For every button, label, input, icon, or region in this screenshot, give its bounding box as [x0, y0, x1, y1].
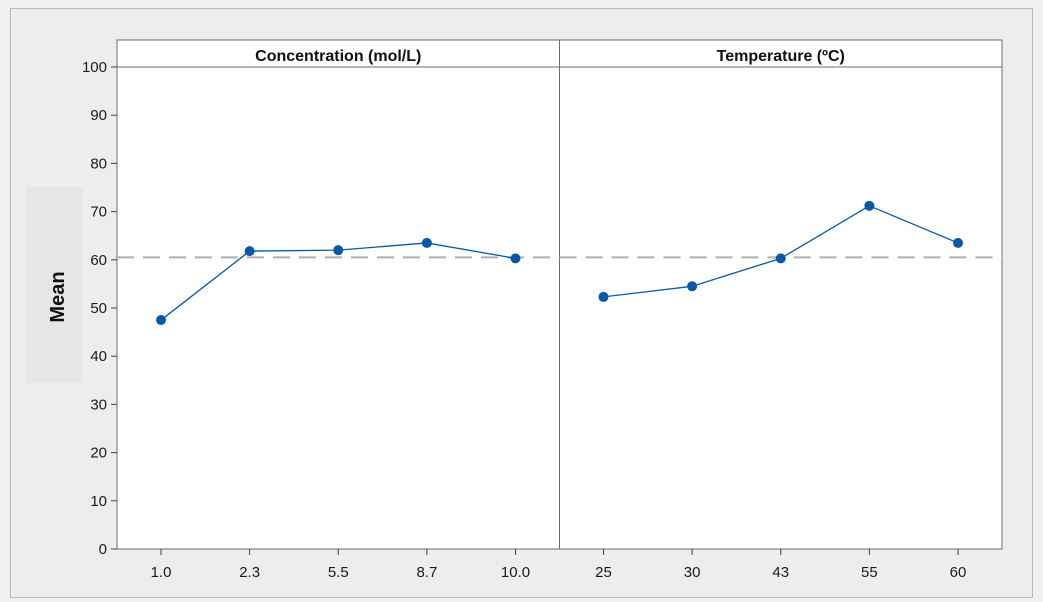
- y-tick-label: 10: [90, 493, 107, 510]
- y-tick-label: 50: [90, 300, 107, 317]
- y-tick-label: 80: [90, 155, 107, 172]
- x-tick-label: 55: [861, 564, 878, 581]
- y-tick-label: 100: [82, 59, 107, 76]
- y-axis-label: Mean: [47, 271, 69, 322]
- x-tick-label: 60: [950, 564, 967, 581]
- x-tick-label: 5.5: [328, 564, 349, 581]
- y-tick-label: 30: [90, 396, 107, 413]
- data-point: [244, 246, 255, 257]
- data-point: [156, 315, 166, 326]
- y-axis: 0 10 20 30 40 50 60 70 80 90 100: [82, 59, 117, 558]
- x-tick-label: 43: [772, 564, 789, 581]
- x-tick-label: 1.0: [151, 564, 172, 581]
- x-tick-label: 25: [595, 564, 612, 581]
- data-point: [687, 281, 698, 292]
- panel-1: Temperature (ºC) 25 30 43 55 60: [559, 40, 1002, 581]
- y-tick-label: 60: [90, 252, 107, 269]
- x-tick-label: 10.0: [501, 564, 530, 581]
- data-point: [864, 200, 875, 211]
- data-point: [510, 253, 521, 264]
- main-effects-chart: Mean Concentration (mol/L) 1.0 2.3 5.5 8.7 10…: [26, 39, 1003, 581]
- x-tick-label: 8.7: [416, 564, 437, 581]
- y-tick-label: 70: [90, 204, 107, 221]
- y-tick-label: 0: [99, 541, 107, 558]
- panel-title: Concentration (mol/L): [255, 48, 421, 65]
- y-tick-label: 20: [90, 445, 107, 462]
- panels-group: Concentration (mol/L) 1.0 2.3 5.5 8.7 10.0 Tem…: [117, 40, 1002, 581]
- x-tick-label: 30: [684, 564, 701, 581]
- data-point: [953, 237, 963, 248]
- ylabel-background: [26, 187, 83, 383]
- chart-frame: Mean Concentration (mol/L) 1.0 2.3 5.5 8.7 10…: [10, 8, 1033, 598]
- data-point: [421, 237, 432, 248]
- data-point: [598, 291, 609, 302]
- panel-title: Temperature (ºC): [717, 48, 845, 65]
- y-tick-label: 40: [90, 348, 107, 365]
- y-tick-label: 90: [90, 107, 107, 124]
- x-tick-label: 2.3: [239, 564, 260, 581]
- panel-0: Concentration (mol/L) 1.0 2.3 5.5 8.7 10.0: [117, 48, 560, 581]
- data-point: [333, 245, 344, 256]
- data-point: [775, 253, 786, 264]
